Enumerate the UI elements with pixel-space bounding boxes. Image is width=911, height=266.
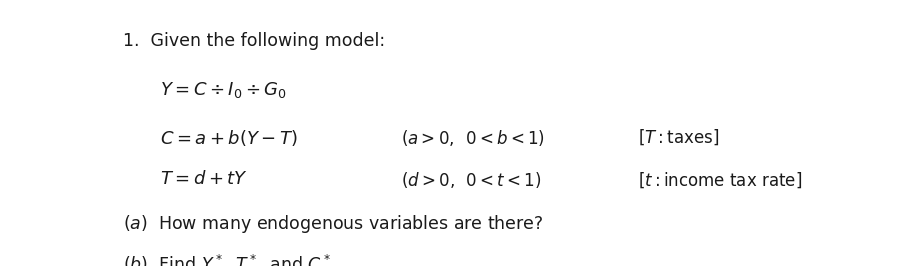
Text: $[T\mathrm{: taxes}]$: $[T\mathrm{: taxes}]$: [638, 128, 719, 147]
Text: $(a > 0, \enspace 0 < b < 1)$: $(a > 0, \enspace 0 < b < 1)$: [401, 128, 545, 148]
Text: $[t\mathrm{: income\ tax\ rate}]$: $[t\mathrm{: income\ tax\ rate}]$: [638, 170, 802, 190]
Text: $(d > 0, \enspace 0 < t < 1)$: $(d > 0, \enspace 0 < t < 1)$: [401, 170, 541, 190]
Text: $C = a + b(Y - T)$: $C = a + b(Y - T)$: [159, 128, 297, 148]
Text: $(b)$  Find $Y^*$, $T^*$, and $C^*$.: $(b)$ Find $Y^*$, $T^*$, and $C^*$.: [123, 253, 338, 266]
Text: $T = d + tY$: $T = d + tY$: [159, 170, 247, 188]
Text: 1.  Given the following model:: 1. Given the following model:: [123, 32, 384, 50]
Text: $(a)$  How many endogenous variables are there?: $(a)$ How many endogenous variables are …: [123, 213, 543, 235]
Text: $Y = C \div I_0 \div G_0$: $Y = C \div I_0 \div G_0$: [159, 80, 286, 100]
